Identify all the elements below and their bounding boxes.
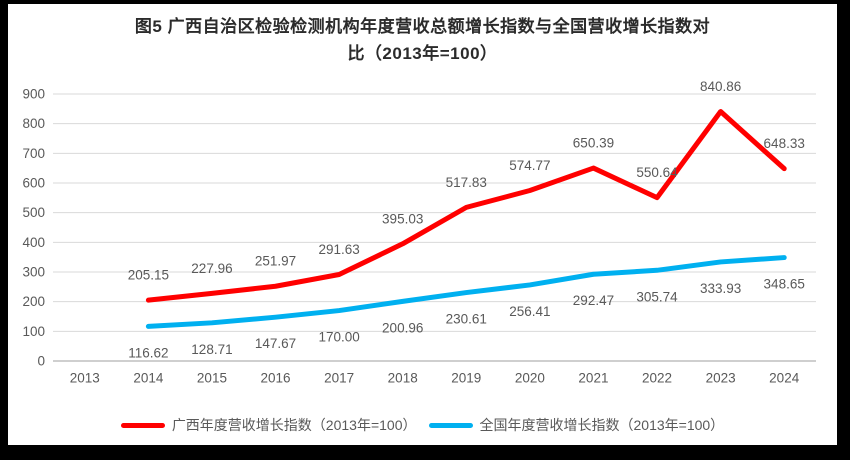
y-tick-label: 400 bbox=[22, 235, 45, 250]
y-tick-label: 300 bbox=[22, 265, 45, 280]
y-tick-label: 600 bbox=[22, 176, 45, 191]
data-label: 840.86 bbox=[700, 79, 741, 94]
national-series-line bbox=[145, 255, 787, 329]
chart-title: 图5 广西自治区检验检测机构年度营收总额增长指数与全国营收增长指数对 比（201… bbox=[8, 13, 837, 67]
legend-label-national: 全国年度营收增长指数（2013年=100） bbox=[479, 417, 725, 433]
x-tick-label: 2015 bbox=[197, 371, 227, 386]
legend-label-guangxi: 广西年度营收增长指数（2013年=100） bbox=[171, 417, 417, 433]
data-label: 291.63 bbox=[318, 242, 359, 257]
x-tick-label: 2014 bbox=[133, 371, 164, 386]
data-label: 550.64 bbox=[636, 165, 678, 180]
y-tick-label: 900 bbox=[22, 87, 45, 102]
data-label: 227.96 bbox=[191, 261, 232, 276]
x-tick-label: 2021 bbox=[578, 371, 608, 386]
y-tick-label: 0 bbox=[37, 354, 45, 369]
chart-legend: 广西年度营收增长指数（2013年=100） 全国年度营收增长指数（2013年=1… bbox=[8, 415, 837, 435]
data-label: 305.74 bbox=[636, 289, 678, 304]
data-label: 574.77 bbox=[509, 158, 550, 173]
x-tick-label: 2013 bbox=[70, 371, 100, 386]
line-chart: 0 100 200 300 400 500 600 700 800 900 2013 2014 2015… bbox=[22, 79, 816, 386]
chart-title-line2: 比（2013年=100） bbox=[347, 44, 498, 63]
data-label: 333.93 bbox=[700, 281, 741, 296]
national-line-swatch bbox=[428, 422, 473, 428]
x-tick-label: 2024 bbox=[769, 371, 800, 386]
data-label: 251.97 bbox=[255, 254, 296, 269]
data-label: 230.61 bbox=[446, 312, 487, 327]
data-label: 648.33 bbox=[764, 136, 805, 151]
x-tick-label: 2020 bbox=[515, 371, 545, 386]
x-tick-label: 2017 bbox=[324, 371, 354, 386]
y-tick-label: 800 bbox=[22, 116, 45, 131]
x-tick-label: 2023 bbox=[706, 371, 736, 386]
x-tick-label: 2019 bbox=[451, 371, 481, 386]
y-tick-label: 500 bbox=[22, 205, 45, 220]
guangxi-series-line bbox=[145, 109, 787, 303]
legend-item-national: 全国年度营收增长指数（2013年=100） bbox=[428, 415, 725, 435]
data-label: 205.15 bbox=[128, 268, 169, 283]
chart-title-line1: 图5 广西自治区检验检测机构年度营收总额增长指数与全国营收增长指数对 bbox=[134, 17, 711, 36]
y-tick-label: 700 bbox=[22, 146, 45, 161]
guangxi-line-swatch bbox=[120, 422, 165, 428]
data-label: 147.67 bbox=[255, 336, 296, 351]
chart-panel: 图5 广西自治区检验检测机构年度营收总额增长指数与全国营收增长指数对 比（201… bbox=[8, 4, 837, 445]
data-label: 517.83 bbox=[446, 175, 487, 190]
data-label: 395.03 bbox=[382, 211, 423, 226]
data-label: 348.65 bbox=[764, 277, 805, 292]
data-label: 292.47 bbox=[573, 293, 614, 308]
data-label: 128.71 bbox=[191, 342, 232, 357]
y-tick-label: 100 bbox=[22, 324, 45, 339]
x-tick-label: 2022 bbox=[642, 371, 672, 386]
data-label: 170.00 bbox=[318, 330, 359, 345]
data-label: 256.41 bbox=[509, 304, 550, 319]
x-tick-label: 2018 bbox=[388, 371, 418, 386]
data-label: 650.39 bbox=[573, 136, 614, 151]
x-tick-label: 2016 bbox=[261, 371, 291, 386]
data-label: 200.96 bbox=[382, 320, 423, 335]
data-label: 116.62 bbox=[128, 345, 168, 360]
legend-item-guangxi: 广西年度营收增长指数（2013年=100） bbox=[120, 415, 417, 435]
y-tick-label: 200 bbox=[22, 294, 45, 309]
